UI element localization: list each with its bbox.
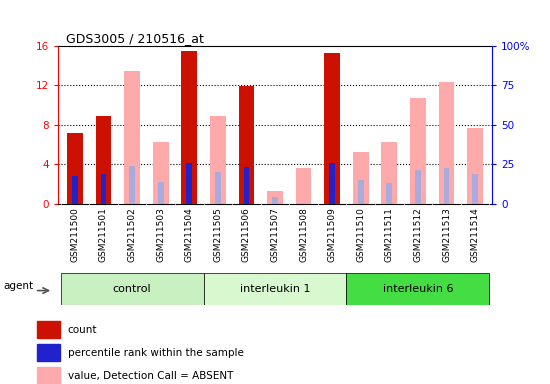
Bar [67, 133, 82, 204]
Bar [37, 321, 60, 338]
Bar [415, 170, 421, 204]
Bar [324, 53, 340, 204]
Text: agent: agent [3, 281, 33, 291]
Text: count: count [68, 325, 97, 335]
Bar [153, 142, 168, 204]
Text: GSM211505: GSM211505 [213, 207, 222, 262]
Bar [96, 116, 111, 204]
Text: GSM211509: GSM211509 [328, 207, 337, 262]
Bar [239, 86, 254, 204]
Bar [210, 116, 225, 204]
Text: interleukin 6: interleukin 6 [383, 284, 453, 294]
Text: GSM211507: GSM211507 [271, 207, 279, 262]
Bar [296, 168, 311, 204]
Bar [129, 166, 135, 204]
Bar [439, 83, 454, 204]
Text: GSM211503: GSM211503 [156, 207, 165, 262]
Bar [37, 344, 60, 361]
Bar [272, 197, 278, 204]
Text: interleukin 1: interleukin 1 [240, 284, 310, 294]
Bar [358, 180, 364, 204]
Text: GSM211504: GSM211504 [185, 207, 194, 262]
Text: GSM211514: GSM211514 [471, 207, 480, 262]
Text: control: control [113, 284, 151, 294]
Bar [182, 51, 197, 204]
Bar [124, 71, 140, 204]
Text: GSM211500: GSM211500 [70, 207, 79, 262]
Text: GSM211512: GSM211512 [414, 207, 422, 262]
Bar [444, 168, 449, 204]
Bar [60, 273, 204, 305]
Text: GSM211502: GSM211502 [128, 207, 136, 262]
Bar [346, 273, 490, 305]
Bar [215, 172, 221, 204]
Bar [382, 142, 397, 204]
Bar [472, 174, 478, 204]
Bar [101, 174, 106, 204]
Bar [267, 191, 283, 204]
Bar [410, 98, 426, 204]
Bar [353, 152, 369, 204]
Bar [186, 163, 192, 204]
Bar [37, 367, 60, 384]
Bar [329, 163, 335, 204]
Bar [468, 128, 483, 204]
Bar [72, 176, 78, 204]
Text: GSM211510: GSM211510 [356, 207, 365, 262]
Text: GSM211508: GSM211508 [299, 207, 308, 262]
Bar [244, 167, 249, 204]
Text: GDS3005 / 210516_at: GDS3005 / 210516_at [67, 32, 204, 45]
Text: GSM211506: GSM211506 [242, 207, 251, 262]
Bar [204, 273, 346, 305]
Text: GSM211501: GSM211501 [99, 207, 108, 262]
Bar [158, 182, 163, 204]
Bar [387, 183, 392, 204]
Text: GSM211513: GSM211513 [442, 207, 451, 262]
Text: percentile rank within the sample: percentile rank within the sample [68, 348, 244, 358]
Text: GSM211511: GSM211511 [385, 207, 394, 262]
Text: value, Detection Call = ABSENT: value, Detection Call = ABSENT [68, 371, 233, 381]
